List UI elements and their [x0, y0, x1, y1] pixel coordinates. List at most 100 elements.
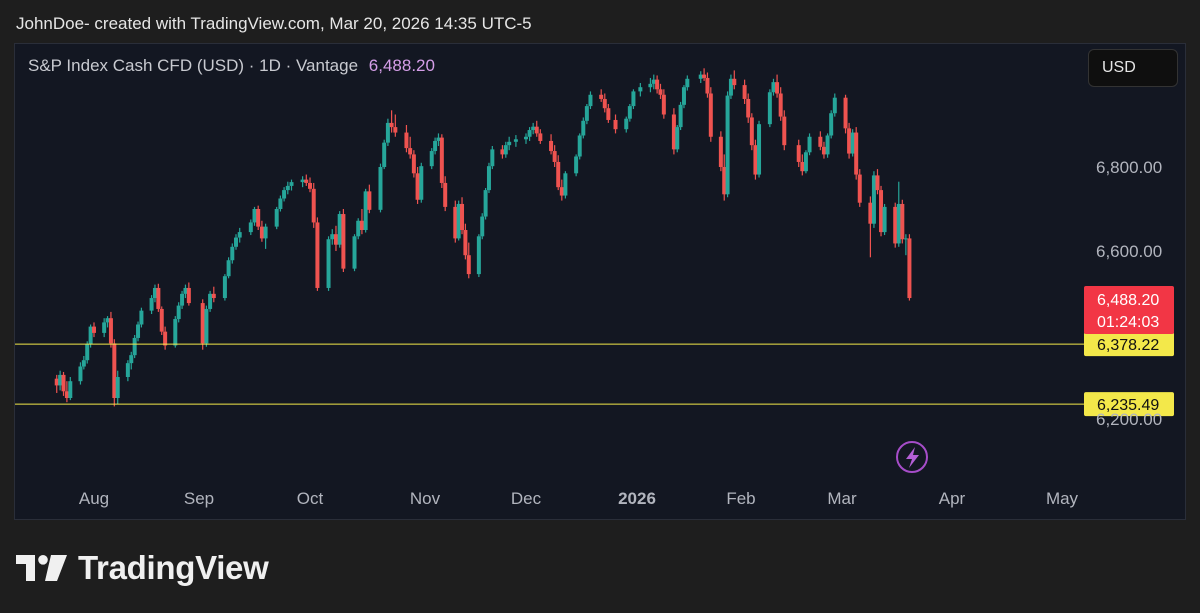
- candle-body: [204, 308, 209, 344]
- candle-body: [393, 127, 398, 133]
- candle: [385, 118, 390, 146]
- candle-body: [88, 326, 93, 345]
- candle-body: [183, 287, 188, 294]
- candle: [367, 184, 372, 214]
- candle-body: [483, 190, 488, 217]
- price-axis-tick: 6,600.00: [1096, 242, 1162, 261]
- candle: [732, 70, 737, 90]
- candle-body: [81, 360, 86, 367]
- candle-body: [556, 161, 561, 188]
- candle-body: [746, 98, 751, 118]
- candle: [278, 195, 283, 212]
- last-price-value: 6,488.20: [1097, 292, 1159, 309]
- candle-body: [651, 79, 656, 84]
- candle-body: [613, 119, 618, 130]
- candle-body: [311, 188, 316, 223]
- tradingview-logo[interactable]: TradingView: [16, 548, 269, 588]
- candle-body: [661, 94, 666, 115]
- candle: [256, 205, 261, 230]
- candle: [531, 122, 536, 135]
- candle: [574, 154, 579, 177]
- candle-body: [803, 152, 808, 172]
- candle-body: [352, 236, 357, 269]
- candle: [411, 150, 416, 178]
- candle-body: [742, 85, 747, 99]
- candle-body: [577, 135, 582, 157]
- candle: [907, 234, 912, 301]
- candle-body: [176, 305, 181, 320]
- candle: [433, 137, 438, 155]
- candle-body: [456, 203, 461, 239]
- price-axis[interactable]: 6,800.00 6,600.00 6,200.00: [1096, 158, 1162, 429]
- candle: [176, 302, 181, 323]
- candle: [753, 139, 758, 180]
- candle: [807, 133, 812, 156]
- candle: [315, 217, 320, 291]
- candle: [382, 139, 387, 170]
- candle-body: [843, 97, 848, 129]
- candle: [311, 182, 316, 228]
- candle: [627, 104, 632, 122]
- chart-panel[interactable]: [14, 43, 1186, 520]
- candle-body: [728, 78, 733, 96]
- candle: [490, 146, 495, 170]
- candle: [818, 131, 823, 151]
- candle-body: [778, 93, 783, 117]
- candle: [821, 141, 826, 159]
- candle-body: [588, 94, 593, 107]
- candle: [282, 187, 287, 202]
- time-axis-tick: 2026: [618, 489, 656, 508]
- candle: [903, 234, 908, 256]
- candle: [500, 145, 505, 159]
- candle-body: [419, 166, 424, 200]
- time-axis[interactable]: Aug Sep Oct Nov Dec 2026 Feb Mar Apr May: [79, 489, 1079, 508]
- candle-body: [527, 130, 532, 137]
- candle-body: [655, 79, 660, 90]
- candle-body: [152, 287, 157, 299]
- candle: [725, 91, 730, 198]
- candle: [722, 154, 727, 201]
- time-axis-tick: Aug: [79, 489, 109, 508]
- candle: [832, 93, 837, 117]
- symbol-legend: S&P Index Cash CFD (USD) · 1D · Vantage …: [28, 56, 435, 76]
- candle-body: [900, 203, 905, 240]
- candle: [408, 136, 413, 159]
- currency-button[interactable]: USD: [1088, 49, 1178, 87]
- candle-body: [408, 148, 413, 155]
- candle: [159, 306, 164, 335]
- candle-body: [775, 82, 780, 94]
- time-axis-tick: Mar: [827, 489, 857, 508]
- candle-body: [230, 246, 235, 261]
- candle: [825, 133, 830, 158]
- candle: [149, 295, 154, 314]
- lightning-icon[interactable]: [896, 441, 928, 473]
- candle: [92, 322, 96, 338]
- candle: [728, 74, 733, 99]
- candle: [742, 79, 747, 104]
- candle-body: [871, 175, 876, 224]
- time-axis-tick: Apr: [939, 489, 966, 508]
- candle-body: [333, 234, 338, 245]
- candle-body: [476, 236, 481, 275]
- symbol-title: S&P Index Cash CFD (USD) · 1D · Vantage: [28, 56, 359, 75]
- candle: [359, 209, 364, 235]
- candle-body: [875, 175, 880, 191]
- candle-body: [524, 136, 528, 140]
- candle: [563, 171, 568, 199]
- candle-body: [341, 214, 346, 269]
- candle-body: [378, 167, 383, 210]
- candle-body: [234, 237, 238, 247]
- price-axis-tick: 6,200.00: [1096, 410, 1162, 429]
- candle: [208, 290, 213, 312]
- candle-body: [367, 191, 372, 210]
- candle: [356, 218, 361, 240]
- candle: [415, 167, 420, 204]
- candle: [552, 145, 557, 167]
- candle: [705, 72, 710, 98]
- candle-body: [389, 122, 394, 128]
- candle-body: [581, 120, 586, 136]
- candle-body: [606, 108, 611, 120]
- candle: [771, 78, 776, 96]
- candle-body: [500, 149, 505, 155]
